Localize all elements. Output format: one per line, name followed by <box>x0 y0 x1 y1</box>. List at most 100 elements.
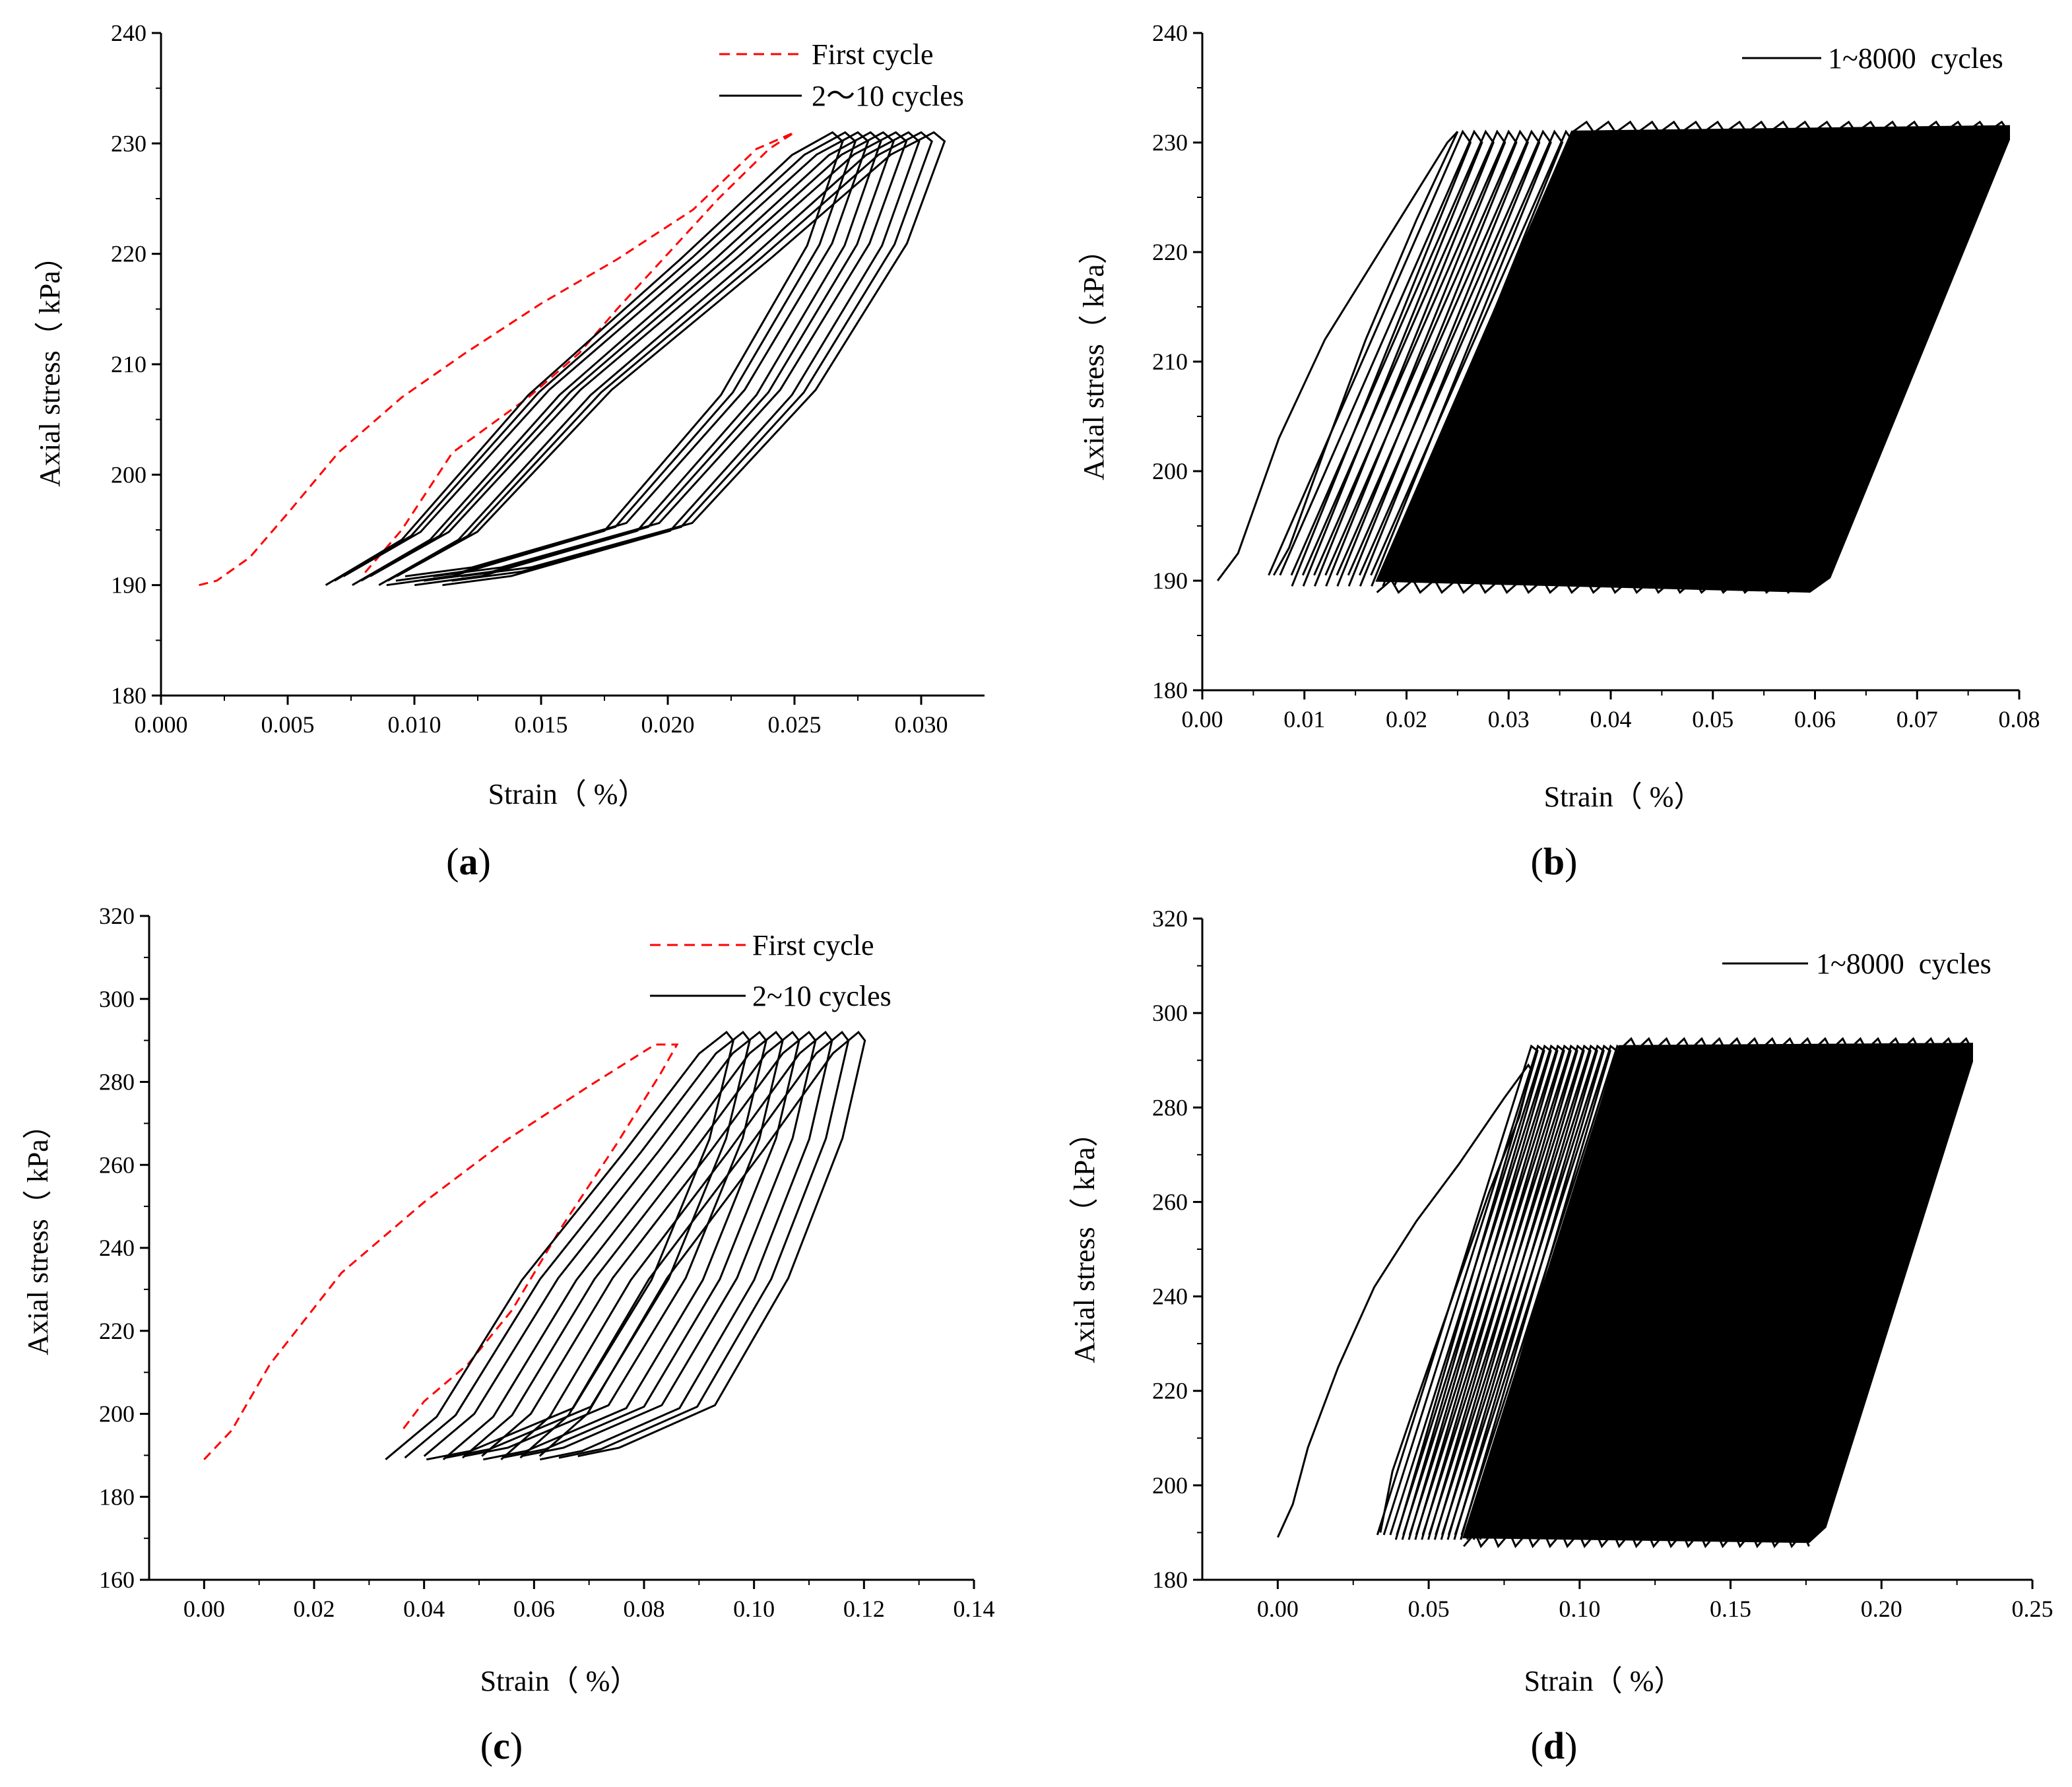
panel-d-x-tick-label: 0.15 <box>1710 1596 1751 1622</box>
panel-c-series-first-cycle <box>203 1043 679 1460</box>
panel-a-x-axis-title: Strain（ %） <box>488 778 647 810</box>
panel-c-x-tick-label: 0.04 <box>403 1596 445 1622</box>
panel-c-y-tick-label: 280 <box>99 1069 135 1095</box>
panel-c-x-tick-label: 0.08 <box>624 1596 665 1622</box>
panel-d-chart: 180 200 220 240 260 280 300 320 0.00 0.05 0.10 0.15… <box>1068 905 2054 1767</box>
panel-b-chart: 180 190 200 210 220 230 240 0.00 0.01 0.02 0.03 0.0… <box>1078 20 2040 883</box>
panel-a-y-tick-label: 240 <box>111 20 146 46</box>
panel-d-label-letter: d <box>1543 1724 1565 1767</box>
panel-a-series-cycle-loop <box>396 131 946 577</box>
panel-c-label-letter: c <box>493 1724 510 1767</box>
panel-a-y-tick-label: 220 <box>111 241 146 267</box>
panel-b-y-tick-label: 210 <box>1152 348 1188 375</box>
panel-c-chart: 160 180 200 220 240 260 280 300 320 0.00 0.02 0.04 0… <box>22 903 995 1767</box>
panel-b-series-transition-loop <box>1301 129 1506 587</box>
panel-d-label: (d) <box>1531 1724 1578 1767</box>
panel-d-y-tick-label: 180 <box>1152 1567 1188 1593</box>
panel-d-y-tick-label: 200 <box>1152 1472 1188 1499</box>
panel-d-y-tick-label: 320 <box>1152 905 1188 932</box>
panel-a-chart: 180 190 200 210 220 230 240 0.000 0.005 0.010 0.01… <box>34 20 985 883</box>
panel-d-y-tick-label: 260 <box>1152 1188 1188 1215</box>
panel-b-x-tick-label: 0.02 <box>1386 706 1427 732</box>
panel-c-y-tick-label: 320 <box>99 903 135 929</box>
panel-d-y-axis-title: Axial stress（ kPa） <box>1068 1118 1101 1363</box>
panel-c-x-tick-label: 0.12 <box>843 1596 885 1622</box>
panel-c-x-axis-title: Strain（ %） <box>480 1665 639 1697</box>
panel-d-x-axis-title: Strain（ %） <box>1524 1665 1683 1697</box>
panel-a-y-tick-label: 180 <box>111 682 146 709</box>
panel-a-x-tick-label: 0.030 <box>895 711 948 738</box>
panel-a-series-first-cycle <box>199 131 795 587</box>
panel-b-series-first-loop <box>1216 131 1459 581</box>
panel-b-series-band-bottom-edge <box>1376 578 1811 595</box>
panel-d-legend-cycles-label: 1~8000 cycles <box>1816 948 1991 980</box>
panel-a-legend: First cycle 2〜10 cycles <box>719 38 964 112</box>
panel-d-series-dense-band <box>1462 1043 1973 1543</box>
panel-d-x-tick-label: 0.05 <box>1408 1596 1450 1622</box>
panel-c-y-tick-label: 260 <box>99 1152 135 1178</box>
panel-c-series-cycle-loop <box>538 1030 866 1458</box>
panel-b-series-transition-loop <box>1279 129 1483 587</box>
panel-b-x-tick-label: 0.00 <box>1182 706 1223 732</box>
panel-b-x-tick-label: 0.08 <box>1999 706 2040 732</box>
panel-c-y-tick-label: 220 <box>99 1318 135 1344</box>
panel-d-y-tick-label: 220 <box>1152 1378 1188 1404</box>
panel-d-x-tick-label: 0.20 <box>1861 1596 1902 1622</box>
panel-a-legend-cycles-label: 2〜10 cycles <box>812 80 964 112</box>
panel-b-label: (b) <box>1531 840 1578 883</box>
panel-b-x-tick-label: 0.06 <box>1794 706 1836 732</box>
panel-c-series-cycle-loop <box>519 1030 850 1459</box>
panel-a-y-tick-label: 200 <box>111 461 146 488</box>
panel-b-y-tick-label: 220 <box>1152 239 1188 265</box>
panel-c-y-tick-label: 180 <box>99 1483 135 1510</box>
panel-b-y-axis-title: Axial stress（ kPa） <box>1078 235 1110 480</box>
panel-b-series-transition-loop <box>1336 129 1541 587</box>
panel-d-series-band-bottom-edge <box>1463 1531 1810 1549</box>
panel-c-y-tick-label: 300 <box>99 986 135 1012</box>
panel-c-legend-first-cycle-label: First cycle <box>752 929 874 961</box>
panel-b-series-band-top-edge <box>1571 120 2010 134</box>
panel-b-series-transition-loop <box>1324 129 1529 587</box>
panel-d-y-tick-label: 240 <box>1152 1283 1188 1310</box>
panel-b-y-tick-label: 190 <box>1152 568 1188 594</box>
panel-a-label: (a) <box>446 840 491 883</box>
panel-b-series-transition-loop <box>1313 129 1518 587</box>
panel-a-y-tick-label: 210 <box>111 351 146 377</box>
panel-b-x-tick-label: 0.07 <box>1896 706 1938 732</box>
panel-a-plot-area: 180 190 200 210 220 230 240 0.000 0.005 0.010 0.01… <box>111 20 985 738</box>
panel-d-y-tick-label: 300 <box>1152 1000 1188 1026</box>
panel-c-series-cycle-loop <box>404 1030 751 1459</box>
panel-d-x-tick-label: 0.00 <box>1257 1596 1299 1622</box>
panel-c-y-tick-label: 160 <box>99 1567 135 1593</box>
panel-c-legend: First cycle 2~10 cycles <box>650 929 891 1012</box>
panel-a-x-tick-label: 0.010 <box>388 711 441 738</box>
panel-d-series-band-top-edge <box>1619 1037 1973 1052</box>
panel-d-x-tick-label: 0.10 <box>1559 1596 1600 1622</box>
panel-b-x-tick-label: 0.04 <box>1590 706 1632 732</box>
panel-c-series-cycle-loop <box>500 1030 833 1461</box>
panel-a-legend-first-cycle-label: First cycle <box>812 38 934 71</box>
panel-d-series-first-loop <box>1277 1063 1533 1538</box>
panel-c-x-tick-label: 0.00 <box>183 1596 225 1622</box>
panel-d-legend: 1~8000 cycles <box>1722 948 1991 980</box>
panel-c-series-cycle-loop <box>442 1030 784 1461</box>
panel-b-series-transition-loop <box>1290 129 1495 587</box>
panel-a-x-tick-label: 0.015 <box>515 711 568 738</box>
panel-a-x-tick-label: 0.000 <box>135 711 188 738</box>
panel-a-y-tick-label: 190 <box>111 572 146 599</box>
panel-b-y-tick-label: 240 <box>1152 20 1188 46</box>
panel-a-y-axis-title: Axial stress（ kPa） <box>34 242 66 487</box>
panel-b-x-tick-label: 0.03 <box>1488 706 1530 732</box>
panel-b-series-transition-loop <box>1347 129 1552 587</box>
panel-c-series-cycle-loop <box>385 1031 734 1461</box>
panel-c-x-tick-label: 0.06 <box>513 1596 555 1622</box>
panel-b-x-tick-label: 0.05 <box>1692 706 1733 732</box>
panel-c-x-tick-label: 0.02 <box>294 1596 335 1622</box>
panel-c-y-tick-label: 240 <box>99 1235 135 1261</box>
panel-b-label-letter: b <box>1543 840 1565 883</box>
panel-b-y-tick-label: 230 <box>1152 129 1188 156</box>
panel-b-legend-cycles-label: 1~8000 cycles <box>1828 42 2003 75</box>
panel-c-label: (c) <box>480 1724 523 1767</box>
panel-a-x-tick-label: 0.020 <box>641 711 695 738</box>
